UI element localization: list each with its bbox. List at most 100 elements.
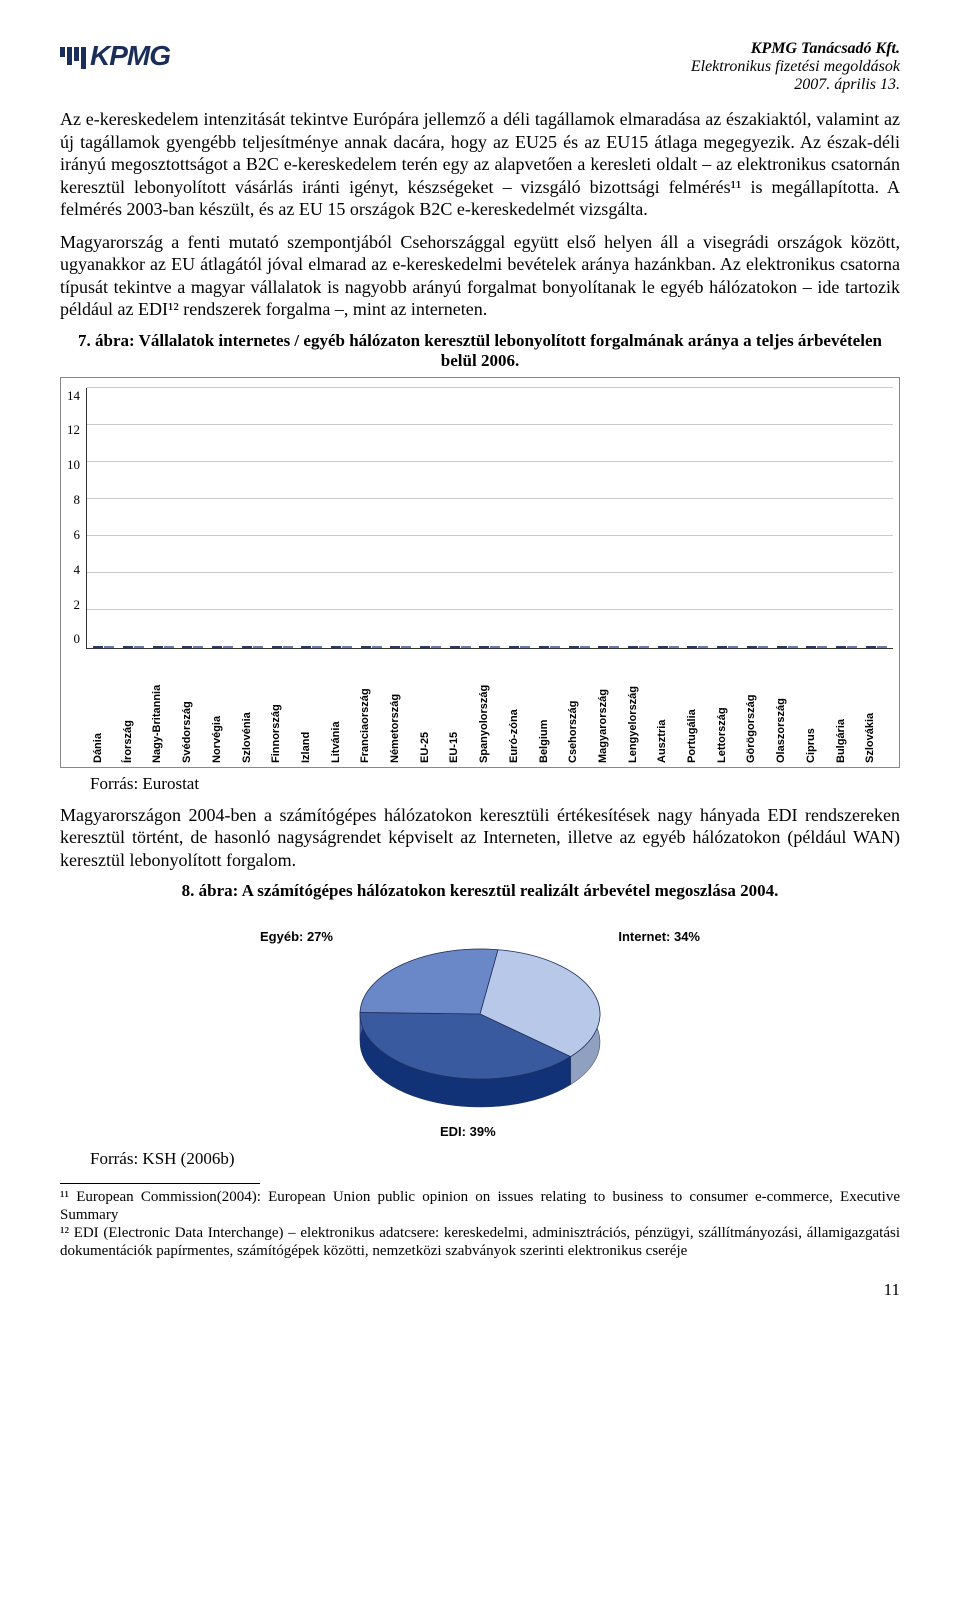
bar-group bbox=[297, 646, 327, 648]
bar-series-b bbox=[698, 646, 708, 648]
pie-label-internet: Internet: 34% bbox=[618, 929, 700, 944]
bar-series-a bbox=[836, 646, 846, 648]
chart8-title: 8. ábra: A számítógépes hálózatokon kere… bbox=[60, 881, 900, 901]
chart7-y-axis: 14121086420 bbox=[67, 388, 86, 648]
paragraph-3: Magyarországon 2004-ben a számítógépes h… bbox=[60, 804, 900, 872]
x-axis-label: Norvégia bbox=[210, 653, 240, 763]
bar-series-a bbox=[182, 646, 192, 648]
x-axis-label: Nagy-Britannia bbox=[150, 653, 180, 763]
bar-series-a bbox=[717, 646, 727, 648]
bar-series-b bbox=[104, 646, 114, 648]
x-axis-label: Olaszország bbox=[774, 653, 804, 763]
bar-group bbox=[356, 646, 386, 648]
chart8-container: Egyéb: 27% Internet: 34% EDI: 39% bbox=[60, 919, 900, 1139]
bar-series-b bbox=[550, 646, 560, 648]
bar-series-a bbox=[747, 646, 757, 648]
bar-group bbox=[386, 646, 416, 648]
bar-series-a bbox=[153, 646, 163, 648]
x-axis-label: Bulgária bbox=[834, 653, 864, 763]
bar-series-b bbox=[431, 646, 441, 648]
paragraph-2: Magyarország a fenti mutató szempontjábó… bbox=[60, 231, 900, 321]
bar-series-b bbox=[193, 646, 203, 648]
bar-series-a bbox=[331, 646, 341, 648]
bar-series-b bbox=[580, 646, 590, 648]
bar-series-b bbox=[669, 646, 679, 648]
bar-group bbox=[505, 646, 535, 648]
x-axis-label: Spanyolország bbox=[477, 653, 507, 763]
pie-chart-svg bbox=[260, 919, 700, 1119]
x-axis-label: Görögország bbox=[744, 653, 774, 763]
bar-group bbox=[148, 646, 178, 648]
bar-series-a bbox=[390, 646, 400, 648]
bar-group bbox=[89, 646, 119, 648]
footnote-12: ¹² EDI (Electronic Data Interchange) – e… bbox=[60, 1224, 900, 1260]
bar-series-a bbox=[450, 646, 460, 648]
bar-series-b bbox=[223, 646, 233, 648]
x-axis-label: Svédország bbox=[180, 653, 210, 763]
bar-series-a bbox=[569, 646, 579, 648]
bar-series-b bbox=[728, 646, 738, 648]
x-axis-label: Lettország bbox=[715, 653, 745, 763]
chart7-source: Forrás: Eurostat bbox=[90, 774, 900, 794]
bar-group bbox=[119, 646, 149, 648]
bar-series-a bbox=[539, 646, 549, 648]
x-axis-label: EU-15 bbox=[447, 653, 477, 763]
bar-series-a bbox=[212, 646, 222, 648]
bar-series-b bbox=[283, 646, 293, 648]
x-axis-label: Szlovákia bbox=[863, 653, 893, 763]
x-axis-label: Euró-zóna bbox=[507, 653, 537, 763]
x-axis-label: Lengyelország bbox=[626, 653, 656, 763]
bar-series-a bbox=[509, 646, 519, 648]
bar-series-b bbox=[164, 646, 174, 648]
chart7-x-labels: DániaÍrországNagy-BritanniaSvédországNor… bbox=[67, 653, 893, 763]
header-company: KPMG Tanácsadó Kft. bbox=[691, 40, 900, 58]
bar-series-a bbox=[361, 646, 371, 648]
pie-label-egyeb: Egyéb: 27% bbox=[260, 929, 333, 944]
bar-series-a bbox=[806, 646, 816, 648]
bar-series-a bbox=[93, 646, 103, 648]
bar-series-b bbox=[134, 646, 144, 648]
bar-series-b bbox=[490, 646, 500, 648]
bar-series-a bbox=[242, 646, 252, 648]
bar-group bbox=[327, 646, 357, 648]
x-axis-label: Csehország bbox=[566, 653, 596, 763]
bar-series-b bbox=[877, 646, 887, 648]
bar-series-b bbox=[817, 646, 827, 648]
bar-group bbox=[713, 646, 743, 648]
bar-series-b bbox=[461, 646, 471, 648]
bar-group bbox=[416, 646, 446, 648]
kpmg-logo: KPMG bbox=[60, 40, 170, 72]
x-axis-label: Izland bbox=[299, 653, 329, 763]
bar-series-b bbox=[758, 646, 768, 648]
bar-group bbox=[861, 646, 891, 648]
x-axis-label: Belgium bbox=[537, 653, 567, 763]
bar-group bbox=[683, 646, 713, 648]
chart7-container: 14121086420 DániaÍrországNagy-BritanniaS… bbox=[60, 377, 900, 768]
bar-series-a bbox=[479, 646, 489, 648]
bar-group bbox=[772, 646, 802, 648]
pie-label-edi: EDI: 39% bbox=[440, 1124, 496, 1139]
bar-group bbox=[653, 646, 683, 648]
bar-series-a bbox=[687, 646, 697, 648]
bar-series-a bbox=[658, 646, 668, 648]
x-axis-label: Finnország bbox=[269, 653, 299, 763]
bar-group bbox=[832, 646, 862, 648]
x-axis-label: Portugália bbox=[685, 653, 715, 763]
bar-series-a bbox=[272, 646, 282, 648]
bar-group bbox=[267, 646, 297, 648]
bar-series-a bbox=[123, 646, 133, 648]
bar-group bbox=[208, 646, 238, 648]
footnote-11: ¹¹ European Commission(2004): European U… bbox=[60, 1188, 900, 1224]
bar-series-b bbox=[312, 646, 322, 648]
x-axis-label: Franciaország bbox=[358, 653, 388, 763]
bar-group bbox=[475, 646, 505, 648]
x-axis-label: EU-25 bbox=[418, 653, 448, 763]
bar-group bbox=[624, 646, 654, 648]
bar-series-a bbox=[301, 646, 311, 648]
page-header: KPMG KPMG Tanácsadó Kft. Elektronikus fi… bbox=[60, 40, 900, 94]
bar-series-b bbox=[401, 646, 411, 648]
bar-series-b bbox=[788, 646, 798, 648]
header-right: KPMG Tanácsadó Kft. Elektronikus fizetés… bbox=[691, 40, 900, 94]
bar-group bbox=[594, 646, 624, 648]
bar-group bbox=[564, 646, 594, 648]
